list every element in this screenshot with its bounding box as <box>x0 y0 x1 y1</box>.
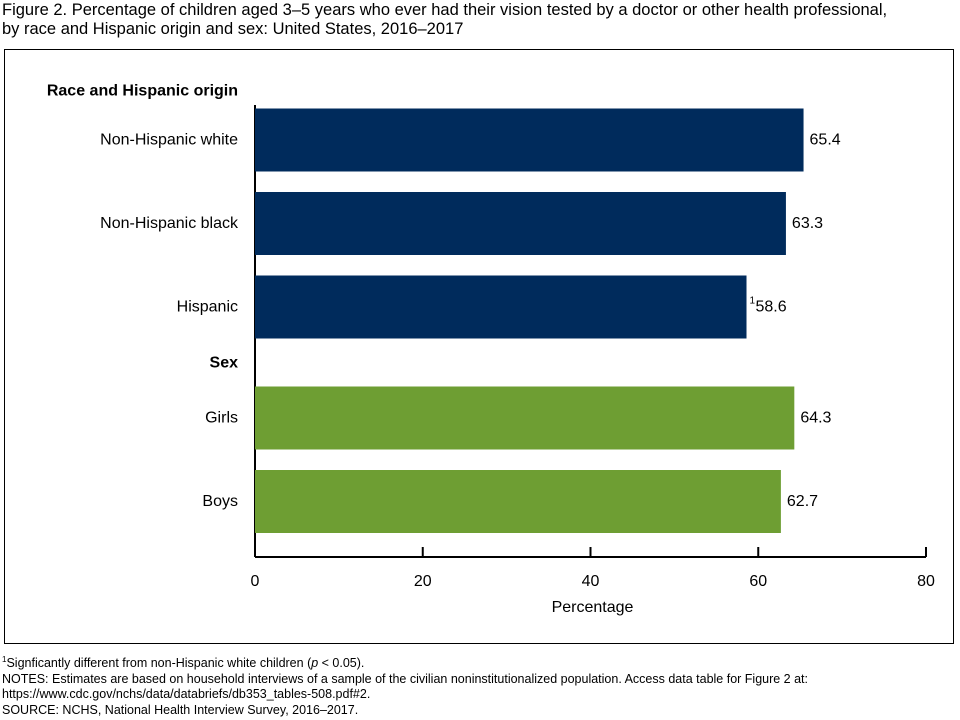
category-label: Non-Hispanic black <box>100 215 239 232</box>
source-line: SOURCE: NCHS, National Health Interview … <box>2 702 359 717</box>
group-label: Race and Hispanic origin <box>47 83 238 100</box>
footnote-significance: 1Signficantly different from non-Hispani… <box>2 654 958 672</box>
bar <box>255 108 804 172</box>
x-tick-label: 0 <box>251 573 260 590</box>
bar-value-label: 58.6 <box>756 299 787 316</box>
figure-title: Figure 2. Percentage of children aged 3–… <box>2 1 958 39</box>
chart-frame: 0 20 40 60 80 Percentage Race and Hispanic or… <box>4 49 954 644</box>
notes-line-1: NOTES: Estimates are based on household … <box>2 671 809 686</box>
category-label: Non-Hispanic white <box>100 132 238 149</box>
group-label: Sex <box>210 355 239 372</box>
x-axis-label: Percentage <box>552 599 634 616</box>
category-label: Hispanic <box>177 299 238 316</box>
footnote-p: p <box>311 656 319 670</box>
footnotes: 1Signficantly different from non-Hispani… <box>2 654 958 718</box>
figure-title-line-1: Figure 2. Percentage of children aged 3–… <box>2 1 888 19</box>
bar <box>255 192 786 255</box>
category-label: Girls <box>205 410 238 427</box>
x-tick-label: 80 <box>917 573 935 590</box>
x-tick-label: 40 <box>582 573 600 590</box>
x-tick-label: 60 <box>749 573 767 590</box>
axes: 0 20 40 60 80 Percentage <box>251 105 935 616</box>
bar <box>255 470 781 533</box>
bar-value-label: 62.7 <box>787 493 818 510</box>
category-label: Boys <box>202 493 238 510</box>
figure-title-line-2: by race and Hispanic origin and sex: Uni… <box>2 20 464 38</box>
bars <box>255 108 804 533</box>
bar-chart: 0 20 40 60 80 Percentage Race and Hispanic or… <box>47 83 935 617</box>
bar-value-label: 64.3 <box>800 410 831 427</box>
notes-line-2: https://www.cdc.gov/nchs/data/databriefs… <box>2 687 371 701</box>
footnote-mark: 1 <box>2 654 7 664</box>
labels: Race and Hispanic origin Non-Hispanic whi… <box>47 83 841 511</box>
bar <box>255 386 795 450</box>
bar <box>255 275 747 339</box>
bar-value-label: 65.4 <box>810 132 841 149</box>
bar-footnote-mark: 1 <box>750 296 756 307</box>
bar-value-label: 63.3 <box>792 215 823 232</box>
footnote-text-b: < 0.05). <box>318 656 365 670</box>
x-tick-label: 20 <box>414 573 432 590</box>
footnote-text-a: Signficantly different from non-Hispanic… <box>6 656 312 670</box>
